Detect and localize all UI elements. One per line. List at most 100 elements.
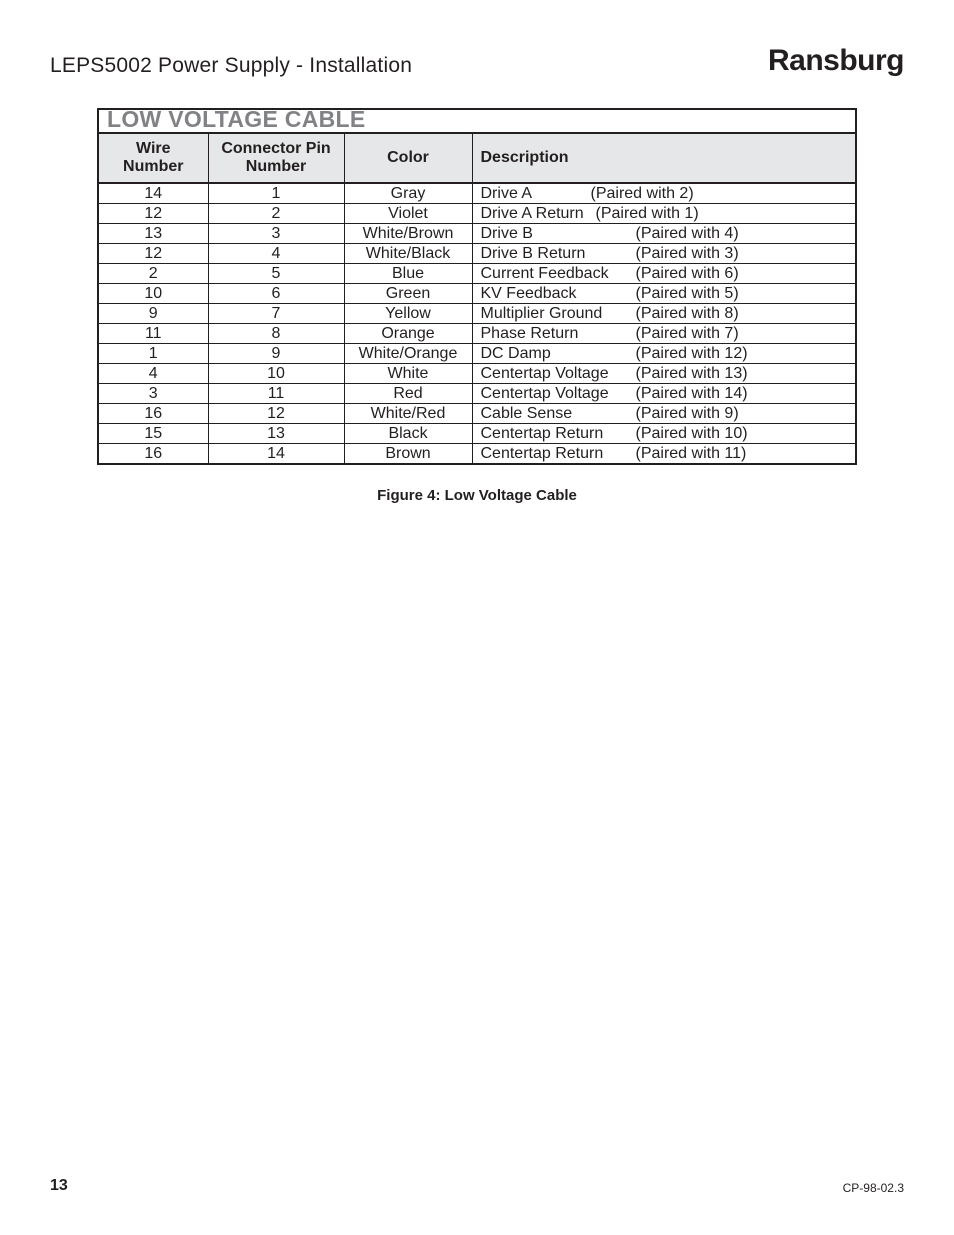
low-voltage-cable-table: LOW VOLTAGE CABLE Wire Number Connector … (97, 108, 857, 465)
table-row: 410WhiteCentertap Voltage(Paired with 13… (98, 364, 856, 384)
desc-text: Drive B (481, 224, 636, 243)
desc-text: Centertap Return (481, 444, 636, 463)
table-row: 124White/BlackDrive B Return(Paired with… (98, 244, 856, 264)
table-row: 118Orange Phase Return(Paired with 7) (98, 324, 856, 344)
desc-text: Drive A Return (481, 204, 596, 223)
cell-wire: 12 (98, 204, 208, 224)
cell-color: White/Black (344, 244, 472, 264)
col-header-desc: Description (472, 133, 856, 183)
desc-paired: (Paired with 7) (636, 324, 739, 343)
document-title: LEPS5002 Power Supply - Installation (50, 54, 412, 78)
cell-pin: 5 (208, 264, 344, 284)
cell-color: White/Orange (344, 344, 472, 364)
desc-text: Drive B Return (481, 244, 636, 263)
cell-color: White/Red (344, 404, 472, 424)
table-row: 1614BrownCentertap Return(Paired with 11… (98, 444, 856, 465)
cell-pin: 9 (208, 344, 344, 364)
desc-paired: (Paired with 13) (636, 364, 748, 383)
desc-text: Centertap Voltage (481, 384, 636, 403)
cell-pin: 3 (208, 224, 344, 244)
desc-text: DC Damp (481, 344, 636, 363)
desc-paired: (Paired with 3) (636, 244, 739, 263)
figure-caption: Figure 4: Low Voltage Cable (97, 487, 857, 504)
cell-desc: DC Damp(Paired with 12) (472, 344, 856, 364)
cell-desc: Drive B Return(Paired with 3) (472, 244, 856, 264)
cell-desc: Cable Sense(Paired with 9) (472, 404, 856, 424)
cell-color: Red (344, 384, 472, 404)
cell-color: Black (344, 424, 472, 444)
desc-paired: (Paired with 9) (636, 404, 739, 423)
page-number: 13 (50, 1177, 68, 1195)
table-row: 106Green KV Feedback(Paired with 5) (98, 284, 856, 304)
cell-wire: 16 (98, 404, 208, 424)
desc-text: Phase Return (481, 324, 636, 343)
table-row: 311RedCentertap Voltage(Paired with 14) (98, 384, 856, 404)
desc-text: Drive A (481, 184, 591, 203)
table-row: 25BlueCurrent Feedback(Paired with 6) (98, 264, 856, 284)
cell-wire: 2 (98, 264, 208, 284)
cell-pin: 8 (208, 324, 344, 344)
cell-desc: Centertap Voltage(Paired with 13) (472, 364, 856, 384)
cell-pin: 6 (208, 284, 344, 304)
cell-color: Violet (344, 204, 472, 224)
page-header: LEPS5002 Power Supply - Installation Ran… (50, 44, 904, 78)
document-code: CP-98-02.3 (843, 1181, 904, 1195)
cell-desc: Centertap Return(Paired with 11) (472, 444, 856, 465)
cell-wire: 12 (98, 244, 208, 264)
desc-paired: (Paired with 5) (636, 284, 739, 303)
desc-paired: (Paired with 6) (636, 264, 739, 283)
cell-color: White (344, 364, 472, 384)
cell-wire: 14 (98, 183, 208, 204)
col-header-pin: Connector Pin Number (208, 133, 344, 183)
cell-pin: 10 (208, 364, 344, 384)
cell-wire: 15 (98, 424, 208, 444)
cell-wire: 3 (98, 384, 208, 404)
desc-paired: (Paired with 8) (636, 304, 739, 323)
cell-pin: 14 (208, 444, 344, 465)
cell-desc: Centertap Voltage(Paired with 14) (472, 384, 856, 404)
cell-desc: Centertap Return(Paired with 10) (472, 424, 856, 444)
desc-text: Centertap Voltage (481, 364, 636, 383)
desc-paired: (Paired with 12) (636, 344, 748, 363)
cell-desc: Drive A(Paired with 2) (472, 183, 856, 204)
col-header-color: Color (344, 133, 472, 183)
desc-text: Current Feedback (481, 264, 636, 283)
desc-text: Centertap Return (481, 424, 636, 443)
cell-wire: 1 (98, 344, 208, 364)
col-header-wire: Wire Number (98, 133, 208, 183)
desc-paired: (Paired with 2) (591, 184, 694, 203)
table-row: 97YellowMultiplier Ground(Paired with 8) (98, 304, 856, 324)
desc-text: Multiplier Ground (481, 304, 636, 323)
page-footer: 13 CP-98-02.3 (50, 1177, 904, 1195)
table-title: LOW VOLTAGE CABLE (107, 106, 366, 132)
table-row: 19White/OrangeDC Damp(Paired with 12) (98, 344, 856, 364)
cell-wire: 10 (98, 284, 208, 304)
cell-wire: 16 (98, 444, 208, 465)
table-row: 1513BlackCentertap Return(Paired with 10… (98, 424, 856, 444)
cell-desc: Current Feedback(Paired with 6) (472, 264, 856, 284)
desc-paired: (Paired with 14) (636, 384, 748, 403)
desc-text: Cable Sense (481, 404, 636, 423)
cell-pin: 4 (208, 244, 344, 264)
cell-pin: 1 (208, 183, 344, 204)
cell-wire: 11 (98, 324, 208, 344)
cell-color: Yellow (344, 304, 472, 324)
cell-pin: 2 (208, 204, 344, 224)
cell-pin: 11 (208, 384, 344, 404)
cell-wire: 9 (98, 304, 208, 324)
cell-color: Blue (344, 264, 472, 284)
cell-color: Brown (344, 444, 472, 465)
desc-paired: (Paired with 10) (636, 424, 748, 443)
cell-pin: 7 (208, 304, 344, 324)
cell-pin: 12 (208, 404, 344, 424)
desc-text: KV Feedback (481, 284, 636, 303)
table-row: 1612White/RedCable Sense(Paired with 9) (98, 404, 856, 424)
table-header-row: Wire Number Connector Pin Number Color D… (98, 133, 856, 183)
cell-desc: Drive A Return(Paired with 1) (472, 204, 856, 224)
cell-wire: 4 (98, 364, 208, 384)
table-row: 133White/BrownDrive B(Paired with 4) (98, 224, 856, 244)
desc-paired: (Paired with 4) (636, 224, 739, 243)
cell-color: Orange (344, 324, 472, 344)
cell-color: Green (344, 284, 472, 304)
cell-desc: Multiplier Ground(Paired with 8) (472, 304, 856, 324)
